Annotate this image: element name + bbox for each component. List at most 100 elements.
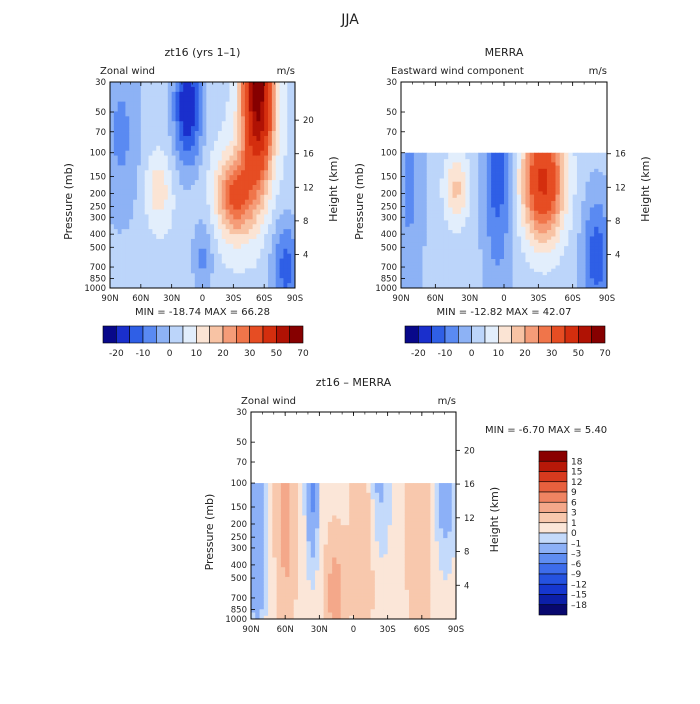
heatmap-cell — [218, 249, 222, 254]
heatmap-cell — [573, 282, 578, 286]
heatmap-cell — [530, 169, 535, 173]
heatmap-cell — [145, 141, 149, 146]
heatmap-cell — [214, 146, 218, 151]
heatmap-cell — [414, 195, 419, 199]
heatmap-cell — [500, 275, 505, 279]
heatmap-cell — [260, 268, 264, 273]
heatmap-cell — [405, 282, 410, 286]
heatmap-cell — [289, 483, 294, 487]
heatmap-cell — [560, 188, 565, 192]
heatmap-cell — [534, 272, 539, 276]
heatmap-cell — [160, 170, 164, 175]
heatmap-cell — [568, 204, 573, 208]
heatmap-cell — [534, 275, 539, 279]
heatmap-cell — [251, 496, 256, 500]
heatmap-cell — [125, 165, 129, 170]
heatmap-cell — [307, 486, 312, 490]
heatmap-cell — [594, 159, 599, 163]
heatmap-cell — [176, 185, 180, 190]
heatmap-cell — [474, 262, 479, 266]
heatmap-cell — [152, 273, 156, 278]
heatmap-cell — [534, 179, 539, 183]
heatmap-cell — [268, 273, 272, 278]
heatmap-cell — [264, 545, 269, 549]
heatmap-cell — [237, 224, 241, 229]
heatmap-cell — [521, 179, 526, 183]
heatmap-cell — [538, 246, 543, 250]
heatmap-cell — [233, 175, 237, 180]
heatmap-cell — [206, 165, 210, 170]
heatmap-cell — [241, 82, 245, 87]
heatmap-cell — [272, 490, 277, 494]
y-tick-label: 50 — [386, 108, 397, 118]
heatmap-cell — [233, 131, 237, 136]
colorbar-swatch — [578, 326, 591, 343]
heatmap-cell — [401, 243, 406, 247]
heatmap-cell — [191, 151, 195, 156]
heatmap-cell — [222, 136, 226, 141]
heatmap-cell — [298, 502, 303, 506]
heatmap-cell — [191, 259, 195, 264]
heatmap-cell — [141, 249, 145, 254]
heatmap-cell — [487, 217, 492, 221]
heatmap-cell — [222, 224, 226, 229]
heatmap-cell — [272, 175, 276, 180]
heatmap-cell — [241, 141, 245, 146]
heatmap-cell — [233, 126, 237, 131]
heatmap-cell — [483, 169, 488, 173]
heatmap-cell — [285, 606, 290, 610]
heatmap-cell — [513, 269, 518, 273]
heatmap-cell — [272, 263, 276, 268]
heatmap-cell — [508, 240, 513, 244]
heatmap-cell — [222, 268, 226, 273]
heatmap-cell — [272, 551, 277, 555]
heatmap-cell — [268, 165, 272, 170]
heatmap-cell — [256, 244, 260, 249]
heatmap-cell — [435, 246, 440, 250]
heatmap-cell — [245, 190, 249, 195]
heatmap-cell — [156, 219, 160, 224]
heatmap-cell — [233, 102, 237, 107]
heatmap-cell — [495, 159, 500, 163]
heatmap-cell — [206, 229, 210, 234]
heatmap-cell — [298, 596, 303, 600]
heatmap-cell — [172, 141, 176, 146]
heatmap-cell — [141, 214, 145, 219]
heatmap-cell — [508, 256, 513, 260]
heatmap-cell — [491, 217, 496, 221]
heatmap-cell — [538, 153, 543, 157]
heatmap-cell — [187, 224, 191, 229]
heatmap-cell — [547, 220, 552, 224]
heatmap-cell — [260, 486, 265, 490]
heatmap-cell — [268, 564, 273, 568]
heatmap-cell — [453, 262, 458, 266]
heatmap-cell — [249, 126, 253, 131]
heatmap-cell — [281, 512, 286, 516]
colorbar-swatch — [130, 326, 143, 343]
heatmap-cell — [245, 111, 249, 116]
heatmap-cell — [218, 146, 222, 151]
heatmap-cell — [483, 269, 488, 273]
heatmap-cell — [457, 162, 462, 166]
heatmap-cell — [517, 156, 522, 160]
heatmap-cell — [564, 265, 569, 269]
heatmap-cell — [214, 87, 218, 92]
heatmap-cell — [285, 528, 290, 532]
heatmap-cell — [465, 185, 470, 189]
heatmap-cell — [289, 506, 294, 510]
colorbar-label: 70 — [297, 349, 309, 359]
heatmap-cell — [513, 253, 518, 257]
heatmap-cell — [241, 116, 245, 121]
heatmap-cell — [547, 175, 552, 179]
heatmap-cell — [264, 273, 268, 278]
heatmap-cell — [264, 496, 269, 500]
heatmap-cell — [285, 600, 290, 604]
heatmap-cell — [453, 214, 458, 218]
heatmap-cell — [203, 107, 207, 112]
heatmap-cell — [448, 185, 453, 189]
heatmap-cell — [218, 214, 222, 219]
heatmap-cell — [573, 204, 578, 208]
heatmap-cell — [152, 170, 156, 175]
heatmap-cell — [414, 249, 419, 253]
heatmap-cell — [315, 567, 320, 571]
